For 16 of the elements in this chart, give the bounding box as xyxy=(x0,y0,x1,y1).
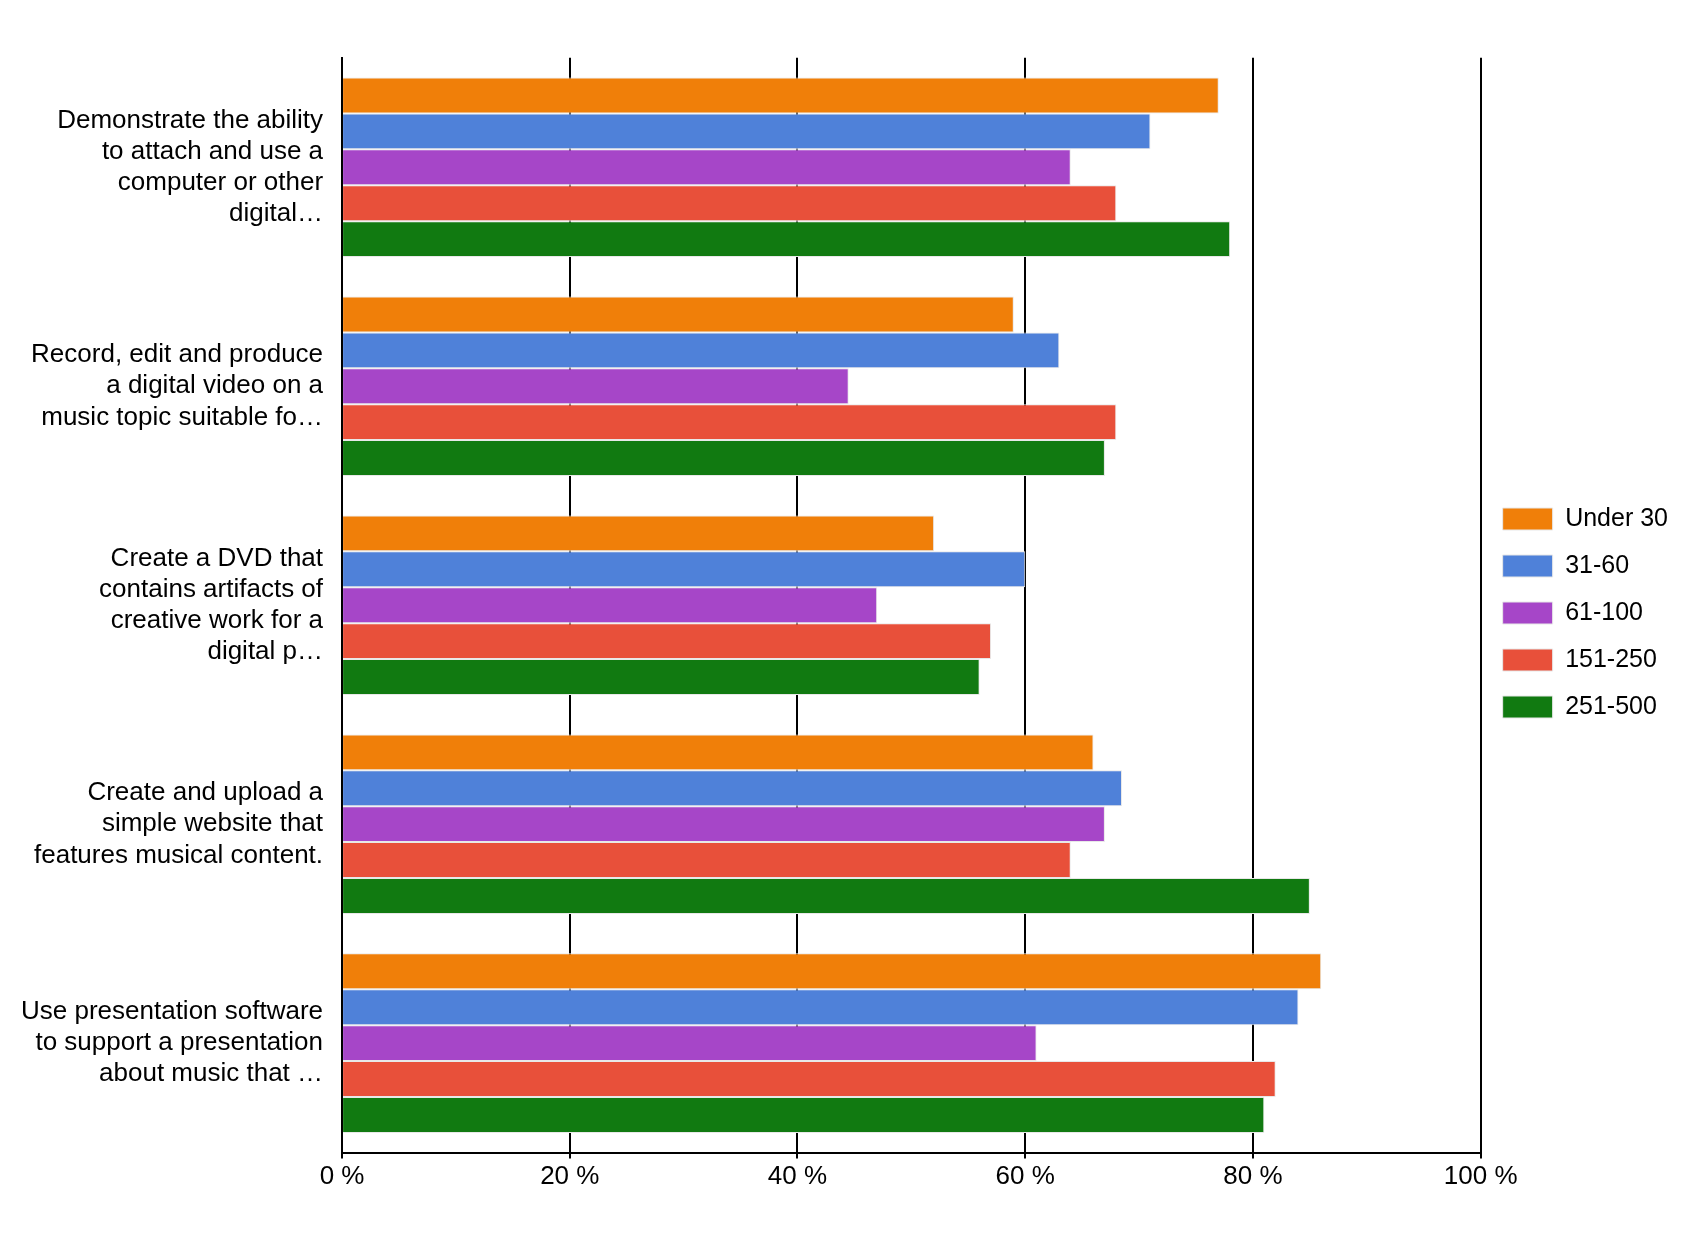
x-tick-label: 20 % xyxy=(540,1160,600,1191)
x-tick-label: 80 % xyxy=(1223,1160,1283,1191)
y-tick-label: Use presentation software to support a presentation about music that … xyxy=(21,995,324,1088)
x-tick-label: 40 % xyxy=(767,1160,828,1191)
x-tick-label: 60 % xyxy=(995,1160,1055,1191)
legend-label: 61-100 xyxy=(1565,596,1644,625)
legend-label: 31-60 xyxy=(1565,549,1630,578)
x-tick-label: 0 % xyxy=(319,1160,365,1191)
legend-label: 251-500 xyxy=(1565,690,1657,719)
y-tick-label: Record, edit and produce a digital video on a music topic suitable fo… xyxy=(31,338,324,431)
x-tick-label: 100 % xyxy=(1443,1160,1518,1191)
y-tick-label: Create a DVD that contains artifacts of creative work for a digital p… xyxy=(99,541,324,666)
legend-label: Under 30 xyxy=(1565,502,1669,531)
legend-label: 151-250 xyxy=(1565,643,1657,672)
y-tick-label: Create and upload a simple website that features musical content. xyxy=(34,776,324,869)
y-tick-label: Demonstrate the ability to attach and use a computer or other digital… xyxy=(57,103,324,228)
